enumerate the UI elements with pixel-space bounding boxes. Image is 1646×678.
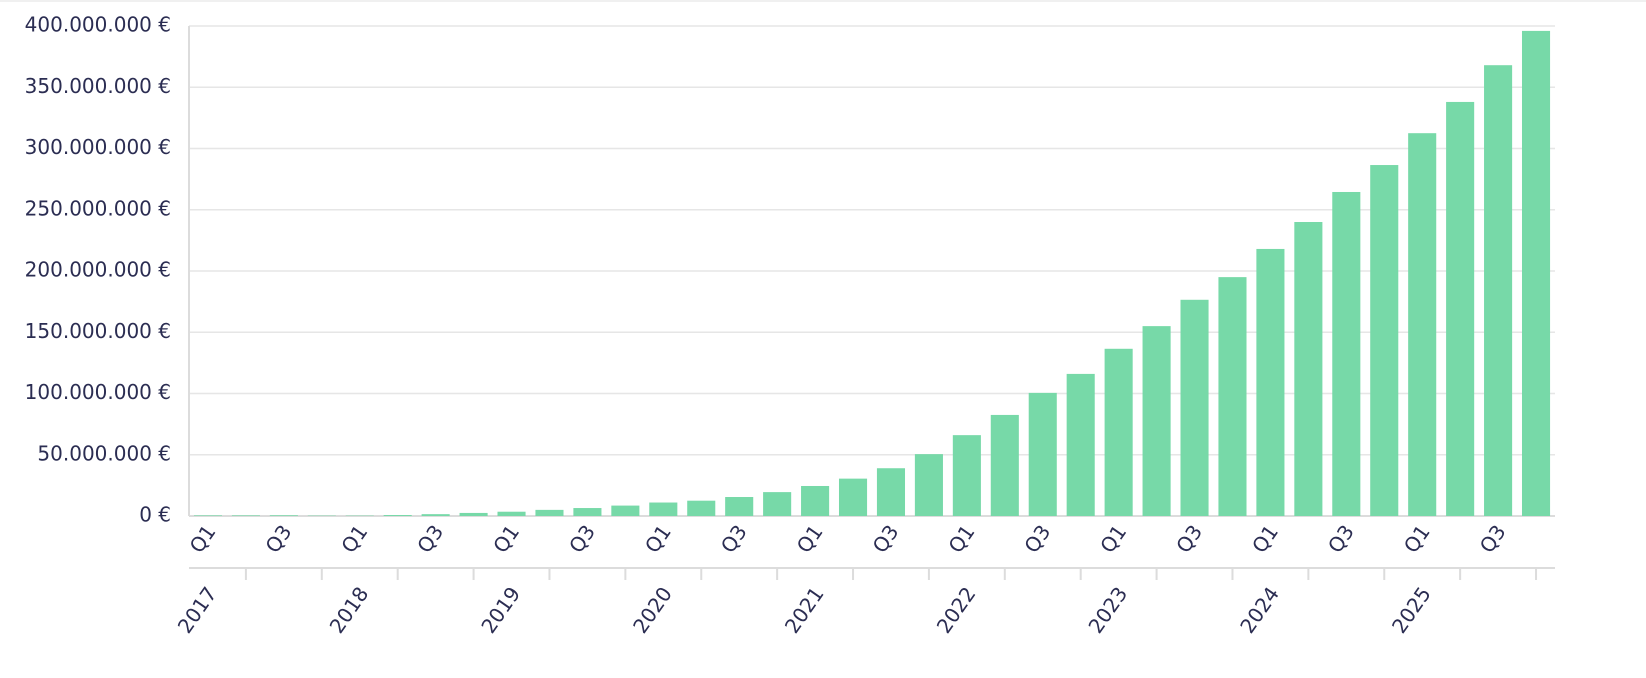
bar (193, 515, 223, 516)
year-label: 2019 (476, 582, 525, 637)
x-tick-label: Q1 (792, 520, 828, 557)
x-tick-label: Q3 (1171, 520, 1207, 557)
x-tick-label: Q3 (716, 520, 752, 557)
x-tick-label: Q3 (868, 520, 904, 557)
y-tick-label: 250.000.000 € (25, 196, 171, 220)
x-tick-label: Q3 (1323, 520, 1359, 557)
x-tick-label: Q3 (1019, 520, 1055, 557)
bar (611, 505, 640, 516)
y-tick-label: 100.000.000 € (25, 380, 171, 404)
year-label: 2022 (932, 582, 981, 637)
x-tick-label: Q3 (564, 520, 600, 557)
bar (1104, 348, 1133, 516)
bar (1256, 248, 1285, 516)
y-tick-label: 150.000.000 € (25, 319, 171, 343)
bar (1446, 101, 1475, 516)
year-label: 2018 (325, 582, 374, 637)
bar (876, 468, 906, 516)
x-tick-label: Q1 (185, 520, 221, 557)
bar (914, 454, 943, 516)
x-tick-label: Q1 (1095, 520, 1131, 557)
bar (725, 497, 754, 516)
bar (1408, 133, 1437, 516)
bar (1332, 191, 1361, 517)
year-label: 2017 (173, 582, 222, 637)
bar (383, 515, 412, 516)
x-tick-label: Q3 (412, 520, 448, 557)
bar (838, 478, 868, 516)
year-label: 2020 (628, 582, 677, 637)
x-tick-label: Q1 (488, 520, 524, 557)
bar (1521, 30, 1551, 517)
bar (1294, 222, 1323, 516)
x-tick-label: Q3 (1475, 520, 1511, 557)
year-label: 2023 (1083, 582, 1132, 637)
y-tick-label: 300.000.000 € (25, 135, 171, 159)
bar (269, 515, 298, 516)
year-label: 2024 (1235, 582, 1284, 637)
y-tick-label: 200.000.000 € (25, 258, 171, 282)
x-tick-label: Q1 (943, 520, 979, 557)
x-tick-label: Q1 (640, 520, 676, 557)
bar (1484, 65, 1513, 516)
bar (1142, 326, 1171, 516)
bar (535, 509, 564, 516)
bar (497, 511, 526, 516)
x-tick-label: Q1 (1399, 520, 1435, 557)
bar (990, 414, 1019, 516)
bar (763, 492, 792, 516)
bar (421, 514, 450, 516)
year-label: 2021 (780, 582, 829, 637)
y-tick-label: 400.000.000 € (25, 13, 171, 37)
bar (649, 502, 678, 516)
x-tick-label: Q1 (1247, 520, 1283, 557)
y-tick-label: 350.000.000 € (25, 74, 171, 98)
bar (952, 435, 981, 516)
bar (231, 515, 260, 516)
y-tick-label: 50.000.000 € (37, 441, 171, 465)
bar (1066, 373, 1095, 516)
y-tick-label: 0 € (139, 503, 171, 527)
bar (1180, 299, 1209, 516)
x-tick-label: Q3 (260, 520, 296, 557)
x-tick-label: Q1 (336, 520, 372, 557)
bar (801, 485, 830, 516)
bar (687, 500, 716, 516)
bar (1218, 277, 1247, 516)
bar (573, 508, 602, 516)
bar (1028, 392, 1057, 516)
year-label: 2025 (1387, 582, 1436, 637)
bar (459, 512, 488, 516)
bar (1370, 165, 1399, 516)
